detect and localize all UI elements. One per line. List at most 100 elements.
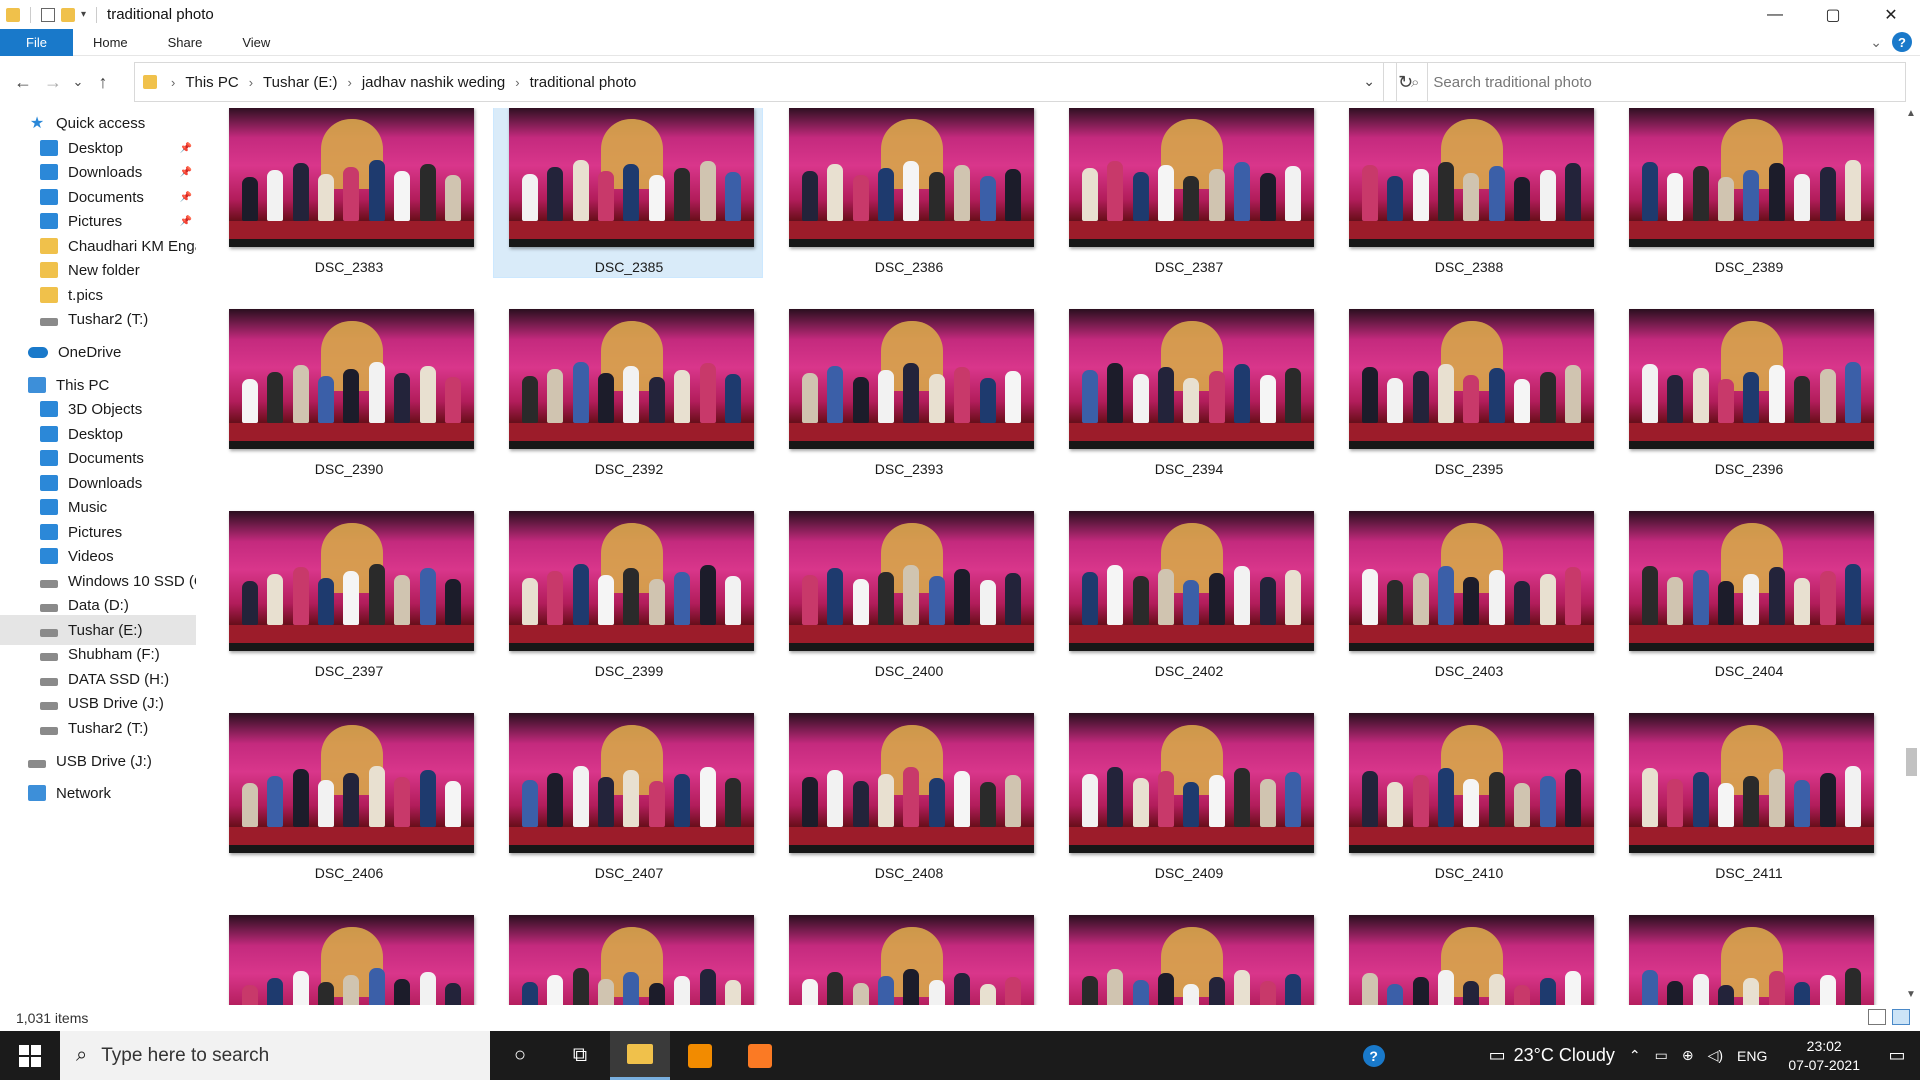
file-tile[interactable]: DSC_2389 <box>1613 108 1883 278</box>
file-tile[interactable]: DSC_2409 <box>1053 712 1323 884</box>
tab-share[interactable]: Share <box>167 34 203 50</box>
scroll-down-arrow[interactable]: ▼ <box>1906 989 1916 1000</box>
chevron-right-icon[interactable]: › <box>347 74 352 90</box>
file-tile[interactable]: DSC_2397 <box>213 510 483 682</box>
file-tile[interactable]: DSC_2407 <box>493 712 763 884</box>
file-tile[interactable]: DSC_2388 <box>1333 108 1603 278</box>
forward-button[interactable]: → <box>44 71 62 92</box>
help-icon[interactable]: ? <box>1892 32 1912 52</box>
file-tile[interactable]: DSC_2394 <box>1053 308 1323 480</box>
notification-center-icon[interactable]: ▭ <box>1888 1045 1906 1065</box>
new-folder-icon[interactable] <box>61 7 75 22</box>
battery-icon[interactable]: ▭ <box>1654 1047 1668 1063</box>
up-button[interactable]: ↑ <box>98 71 108 92</box>
breadcrumb-jadhav-nashik-weding[interactable]: jadhav nashik weding <box>361 73 506 91</box>
search-box[interactable]: ⌕ <box>1396 62 1906 102</box>
sidebar-item[interactable]: 3D Objects <box>0 394 196 424</box>
scroll-up-arrow[interactable]: ▲ <box>1906 108 1916 119</box>
file-tile[interactable]: DSC_2400 <box>773 510 1043 682</box>
sidebar-item[interactable]: DATA SSD (H:) <box>0 664 196 694</box>
show-hidden-icons-icon[interactable]: ⌃ <box>1628 1047 1641 1063</box>
file-tile[interactable] <box>1333 914 1603 1005</box>
tab-home[interactable]: Home <box>92 34 128 50</box>
file-tile[interactable]: DSC_2390 <box>213 308 483 480</box>
maximize-button[interactable]: ▢ <box>1825 6 1841 24</box>
sidebar-item[interactable]: Tushar2 (T:) <box>0 304 196 334</box>
sidebar-item[interactable]: Desktop <box>0 419 196 449</box>
taskbar-search[interactable]: ⌕ Type here to search <box>60 1031 490 1080</box>
close-button[interactable]: ✕ <box>1884 6 1898 24</box>
breadcrumb-tushar-e[interactable]: Tushar (E:) <box>263 73 338 91</box>
recent-locations-button[interactable]: ⌄ <box>72 74 84 89</box>
sidebar-item[interactable]: OneDrive <box>0 337 196 367</box>
address-bar[interactable]: › This PC › Tushar (E:) › jadhav nashik … <box>134 62 1384 102</box>
sidebar-item[interactable]: This PC <box>0 370 196 400</box>
minimize-button[interactable]: — <box>1767 5 1783 23</box>
sublime-text-icon[interactable] <box>670 1031 730 1080</box>
sidebar-item[interactable]: Data (D:) <box>0 590 196 620</box>
sidebar-item[interactable]: Network <box>0 778 196 808</box>
clock[interactable]: 23:02 07-07-2021 <box>1774 1037 1874 1075</box>
sidebar-item[interactable]: Tushar (E:) <box>0 615 196 645</box>
file-tile[interactable]: DSC_2393 <box>773 308 1043 480</box>
breadcrumb-traditional-photo[interactable]: traditional photo <box>529 73 637 91</box>
sidebar-item[interactable]: USB Drive (J:) <box>0 688 196 718</box>
sidebar-item[interactable]: New folder <box>0 255 196 285</box>
file-tile[interactable] <box>493 914 763 1005</box>
tab-file[interactable]: File <box>0 28 73 56</box>
sidebar-item[interactable]: Videos <box>0 541 196 571</box>
file-tile[interactable]: DSC_2387 <box>1053 108 1323 278</box>
sidebar-item[interactable]: Chaudhari KM Enga <box>0 231 196 261</box>
file-tile[interactable]: DSC_2383 <box>213 108 483 278</box>
sidebar-item[interactable]: Shubham (F:) <box>0 639 196 669</box>
sidebar-item[interactable]: Downloads <box>0 468 196 498</box>
file-tile[interactable] <box>1053 914 1323 1005</box>
task-view-icon[interactable]: ⧉ <box>572 1044 588 1066</box>
properties-icon[interactable] <box>41 7 55 22</box>
file-explorer-taskbar-icon[interactable] <box>610 1031 670 1080</box>
file-tile[interactable]: DSC_2406 <box>213 712 483 884</box>
details-view-button[interactable] <box>1868 1009 1886 1025</box>
file-tile[interactable]: DSC_2404 <box>1613 510 1883 682</box>
sidebar-item[interactable]: Tushar2 (T:) <box>0 713 196 743</box>
file-tile[interactable]: DSC_2411 <box>1613 712 1883 884</box>
file-tile[interactable] <box>773 914 1043 1005</box>
file-tile[interactable]: DSC_2402 <box>1053 510 1323 682</box>
sidebar-item[interactable]: Downloads 📌 <box>0 157 196 187</box>
file-tile[interactable]: DSC_2386 <box>773 108 1043 278</box>
sidebar-item[interactable]: t.pics <box>0 280 196 310</box>
sidebar-item[interactable]: Music <box>0 492 196 522</box>
vertical-scrollbar[interactable]: ▲ ▼ <box>1902 108 1920 1005</box>
sidebar-item[interactable]: USB Drive (J:) <box>0 746 196 776</box>
file-tile[interactable] <box>213 914 483 1005</box>
volume-icon[interactable]: ◁) <box>1707 1047 1724 1063</box>
back-button[interactable]: ← <box>14 71 32 92</box>
file-tile[interactable]: DSC_2399 <box>493 510 763 682</box>
cortana-icon[interactable]: ○ <box>513 1044 527 1066</box>
scrollbar-thumb[interactable] <box>1906 748 1917 776</box>
search-input[interactable] <box>1433 73 1854 91</box>
file-tile[interactable]: DSC_2395 <box>1333 308 1603 480</box>
file-tile[interactable]: DSC_2408 <box>773 712 1043 884</box>
sidebar-item[interactable]: Desktop 📌 <box>0 133 196 163</box>
sidebar-item[interactable]: Documents 📌 <box>0 182 196 212</box>
sidebar-item[interactable]: Documents <box>0 443 196 473</box>
file-tile[interactable]: DSC_2403 <box>1333 510 1603 682</box>
breadcrumb-this-pc[interactable]: This PC <box>185 73 239 91</box>
chevron-right-icon[interactable]: › <box>515 74 520 90</box>
file-tile[interactable] <box>1613 914 1883 1005</box>
xampp-icon[interactable] <box>730 1031 790 1080</box>
start-button[interactable] <box>0 1031 60 1080</box>
tab-view[interactable]: View <box>242 34 271 50</box>
file-tile[interactable]: DSC_2396 <box>1613 308 1883 480</box>
address-dropdown-icon[interactable]: ⌄ <box>1363 73 1375 89</box>
language-indicator[interactable]: ENG <box>1737 1047 1768 1064</box>
sidebar-item[interactable]: ★ Quick access <box>0 108 196 138</box>
sidebar-item[interactable]: Pictures 📌 <box>0 206 196 236</box>
weather-widget[interactable]: ▭ 23°C Cloudy <box>1482 1045 1622 1066</box>
file-tile[interactable]: DSC_2410 <box>1333 712 1603 884</box>
customize-toolbar-icon[interactable]: ▾ <box>81 9 87 20</box>
sidebar-item[interactable]: Pictures <box>0 517 196 547</box>
sidebar-item[interactable]: Windows 10 SSD (C <box>0 566 196 596</box>
network-icon[interactable]: ⊕ <box>1681 1047 1694 1063</box>
